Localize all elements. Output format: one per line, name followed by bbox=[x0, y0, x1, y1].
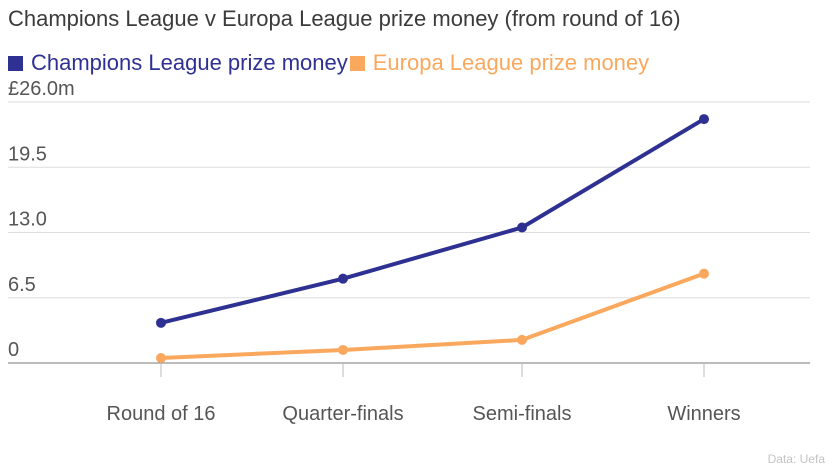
legend-label-europa-league: Europa League prize money bbox=[372, 50, 650, 75]
series-line-0 bbox=[159, 117, 706, 325]
x-tick-label-2: Semi-finals bbox=[473, 403, 572, 425]
y-tick-label-2: 13.0 bbox=[8, 209, 47, 231]
chart-title: Champions League v Europa League prize m… bbox=[8, 6, 681, 31]
legend-swatch-europa-league bbox=[349, 55, 365, 71]
legend-item-champions-league: Champions League prize money bbox=[8, 50, 348, 76]
y-tick-label-0: £26.0m bbox=[8, 78, 75, 100]
x-tick-label-1: Quarter-finals bbox=[282, 403, 403, 425]
y-tick-label-1: 19.5 bbox=[8, 143, 47, 165]
x-tick-label-3: Winners bbox=[667, 403, 740, 425]
data-source: Data: Uefa bbox=[767, 452, 825, 466]
series-1-point-3 bbox=[699, 268, 709, 279]
x-tick-label-0: Round of 16 bbox=[107, 403, 216, 425]
legend-label-champions-league: Champions League prize money bbox=[31, 50, 348, 75]
series-0-point-0 bbox=[156, 317, 166, 328]
legend-item-europa-league: Europa League prize money bbox=[349, 50, 650, 76]
series-0-point-1 bbox=[338, 273, 348, 284]
legend-swatch-champions-league bbox=[8, 55, 23, 71]
series-1-point-1 bbox=[338, 344, 348, 355]
series-line-1 bbox=[159, 271, 706, 360]
y-tick-label-3: 6.5 bbox=[8, 274, 36, 296]
series-1-point-2 bbox=[517, 334, 527, 345]
y-tick-label-4: 0 bbox=[8, 339, 19, 361]
series-0-point-2 bbox=[517, 222, 527, 233]
series-1-point-0 bbox=[156, 352, 166, 363]
series-0-point-3 bbox=[699, 114, 709, 125]
legend: Champions League prize money Europa Leag… bbox=[8, 50, 649, 76]
